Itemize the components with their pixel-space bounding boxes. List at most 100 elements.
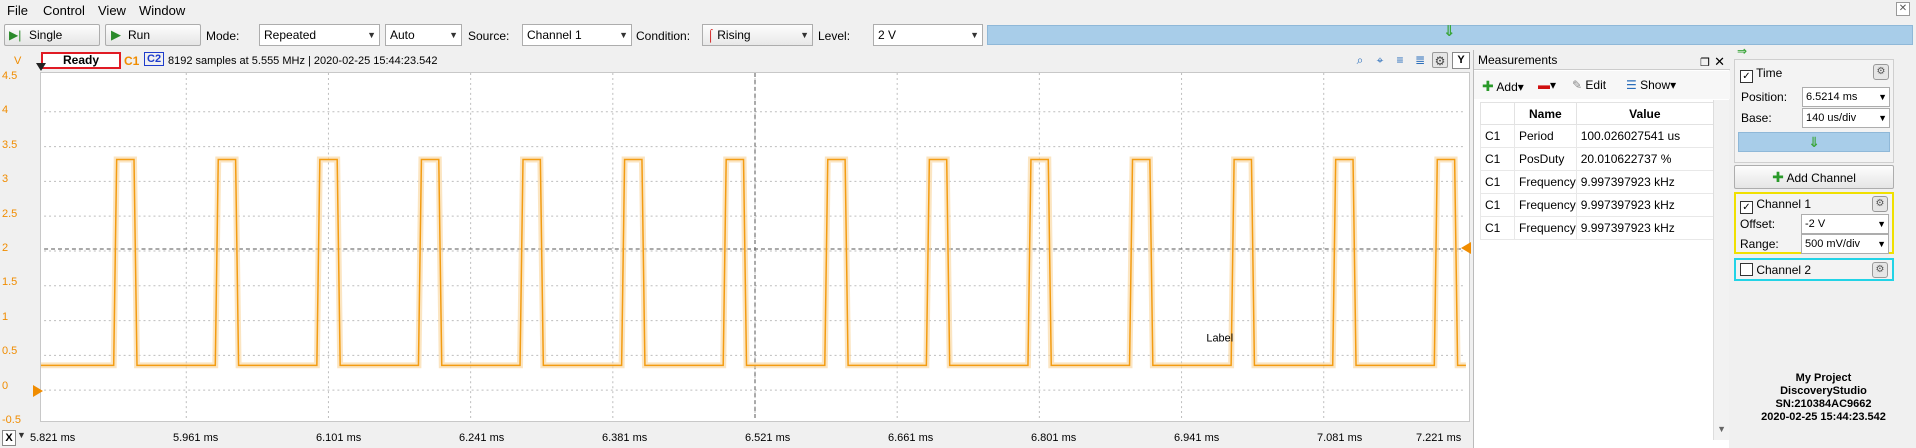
measurement-row[interactable]: C1 Frequency 9.997397923 kHz xyxy=(1480,193,1715,217)
menu-window[interactable]: Window xyxy=(139,3,186,18)
measurement-row[interactable]: C1 Frequency 9.997397923 kHz xyxy=(1480,216,1715,240)
measurement-ch: C1 xyxy=(1480,170,1515,194)
menu-control[interactable]: Control xyxy=(43,3,85,18)
level-label: Level: xyxy=(818,29,851,43)
chevron-down-icon: ▼ xyxy=(1877,239,1886,249)
channel-1-offset-marker-icon[interactable] xyxy=(33,385,43,397)
measurement-row[interactable]: C1 PosDuty 20.010622737 % xyxy=(1480,147,1715,171)
offset-select[interactable]: -2 V ▼ xyxy=(1801,214,1889,234)
settings-panel: ⇒ ✓ Time ⚙ Position: 6.5214 ms ▼ Base: 14… xyxy=(1731,44,1916,448)
source-select[interactable]: Channel 1 ▼ xyxy=(522,24,632,46)
measurement-name: PosDuty xyxy=(1514,147,1577,171)
range-value: 500 mV/div xyxy=(1805,238,1861,250)
gear-icon[interactable]: ⚙ xyxy=(1432,52,1448,68)
y-tick-label: 0.5 xyxy=(2,345,18,358)
chevron-down-icon: ▼ xyxy=(367,30,376,40)
measurement-row[interactable]: C1 Period 100.026027541 us xyxy=(1480,124,1715,148)
x-tick-label: 6.521 ms xyxy=(745,432,791,444)
edit-measurement-button[interactable]: ✎ Edit xyxy=(1572,78,1606,92)
zoom-icon[interactable]: ⌕ xyxy=(1356,53,1364,67)
device-name: DiscoveryStudio xyxy=(1780,385,1867,397)
condition-select[interactable]: ⌠ Rising ▼ xyxy=(702,24,813,46)
close-icon[interactable]: ✕ xyxy=(1896,2,1910,16)
acquisition-info: 8192 samples at 5.555 MHz | 2020-02-25 1… xyxy=(168,55,438,67)
time-checkbox[interactable]: ✓ Time xyxy=(1740,66,1782,83)
y-tick-label: 1.5 xyxy=(2,276,18,289)
run-button[interactable]: ▶ Run xyxy=(105,24,201,46)
run-label: Run xyxy=(128,28,151,42)
measurement-value: 20.010622737 % xyxy=(1575,147,1715,171)
horizontal-cursor-icon[interactable]: ≡ xyxy=(1396,53,1404,67)
measurement-ch: C1 xyxy=(1480,147,1515,171)
time-position-arrow-icon[interactable]: ⇓ xyxy=(1738,132,1890,152)
gear-icon[interactable]: ⚙ xyxy=(1872,262,1888,278)
checkbox-checked-icon: ✓ xyxy=(1740,70,1753,83)
edit-icon: ✎ xyxy=(1572,78,1583,92)
offset-label: Offset: xyxy=(1740,217,1776,231)
chevron-down-icon[interactable]: ▼ xyxy=(17,430,26,440)
channel-1-checkbox[interactable]: ✓ Channel 1 xyxy=(1740,197,1811,214)
gear-icon[interactable]: ⚙ xyxy=(1873,64,1889,80)
range-select[interactable]: 500 mV/div ▼ xyxy=(1801,234,1889,254)
chevron-down-icon: ▼ xyxy=(1878,113,1887,123)
channel-1-tag[interactable]: C1 xyxy=(124,54,140,68)
trigger-time-marker-icon[interactable] xyxy=(36,63,46,71)
menu-file[interactable]: File xyxy=(7,3,28,18)
y-tick-label: 2 xyxy=(2,242,9,254)
trigger-level-marker-icon[interactable] xyxy=(1461,242,1471,254)
time-group: ✓ Time ⚙ Position: 6.5214 ms ▼ Base: 140 … xyxy=(1734,59,1894,163)
rising-edge-icon: ⌠ xyxy=(707,28,715,42)
add-measurement-button[interactable]: ✚ Add▾ xyxy=(1482,78,1524,94)
single-step-icon: ▶︎| xyxy=(9,28,22,42)
source-value: Channel 1 xyxy=(527,28,582,42)
plot-header xyxy=(0,50,1472,70)
plus-icon: ✚ xyxy=(1772,169,1784,185)
channel-2-tag[interactable]: C2 xyxy=(144,52,165,66)
cursor-icon[interactable]: ⌖ xyxy=(1376,53,1384,67)
measurement-value: 9.997397923 kHz xyxy=(1575,193,1715,217)
measurement-name: Period xyxy=(1514,124,1577,148)
mode-select[interactable]: Repeated ▼ xyxy=(259,24,380,46)
y-axis-button[interactable]: Y xyxy=(1452,52,1470,69)
add-label: Add xyxy=(1496,80,1518,94)
y-tick-label: 3.5 xyxy=(2,138,18,151)
minus-icon: ▬ xyxy=(1538,78,1550,92)
trigger-position-arrow-icon[interactable]: ⇓ xyxy=(1443,23,1456,40)
measurements-scrollbar[interactable]: ▼ xyxy=(1713,100,1729,440)
add-channel-button[interactable]: ✚ Add Channel xyxy=(1734,165,1894,189)
channel-2-checkbox[interactable]: Channel 2 xyxy=(1740,263,1811,277)
add-channel-label: Add Channel xyxy=(1786,171,1856,185)
remove-measurement-button[interactable]: ▬▾ xyxy=(1538,78,1557,92)
gear-icon[interactable]: ⚙ xyxy=(1872,196,1888,212)
menu-bar: File Control View Window ✕ xyxy=(0,0,1916,20)
float-window-icon[interactable]: ❐ xyxy=(1700,57,1710,69)
base-select[interactable]: 140 us/div ▼ xyxy=(1802,108,1890,128)
channel-2-group: Channel 2 ⚙ xyxy=(1734,258,1894,281)
y-unit: V xyxy=(14,55,22,67)
position-select[interactable]: 6.5214 ms ▼ xyxy=(1802,87,1890,107)
scroll-down-icon[interactable]: ▼ xyxy=(1717,424,1726,434)
x-tick-label: 5.961 ms xyxy=(173,432,219,444)
measurement-name: Frequency xyxy=(1514,216,1577,240)
status-badge: Ready xyxy=(41,52,121,69)
position-value: 6.5214 ms xyxy=(1806,91,1858,103)
measurement-row[interactable]: C1 Frequency 9.997397923 kHz xyxy=(1480,170,1715,194)
show-measurement-button[interactable]: ☰ Show▾ xyxy=(1626,78,1677,92)
close-icon[interactable]: ✕ xyxy=(1714,54,1725,69)
project-info: My Project DiscoveryStudio SN:210384AC96… xyxy=(1731,372,1916,424)
level-value: 2 V xyxy=(878,28,897,42)
measurement-ch: C1 xyxy=(1480,216,1515,240)
y-tick-label: 1 xyxy=(2,310,9,323)
x-tick-label: 6.241 ms xyxy=(459,432,505,444)
vertical-cursor-icon[interactable]: ≣ xyxy=(1414,53,1426,67)
oscilloscope-plot[interactable]: Label xyxy=(40,72,1470,422)
single-button[interactable]: ▶︎| Single xyxy=(4,24,100,46)
menu-view[interactable]: View xyxy=(98,3,126,18)
collapse-arrow-icon[interactable]: ⇒ xyxy=(1737,44,1748,58)
x-axis-button[interactable]: X xyxy=(2,430,16,446)
trigger-auto-select[interactable]: Auto ▼ xyxy=(385,24,462,46)
level-select[interactable]: 2 V ▼ xyxy=(873,24,983,46)
trigger-position-bar[interactable] xyxy=(987,25,1913,45)
measurement-ch: C1 xyxy=(1480,193,1515,217)
